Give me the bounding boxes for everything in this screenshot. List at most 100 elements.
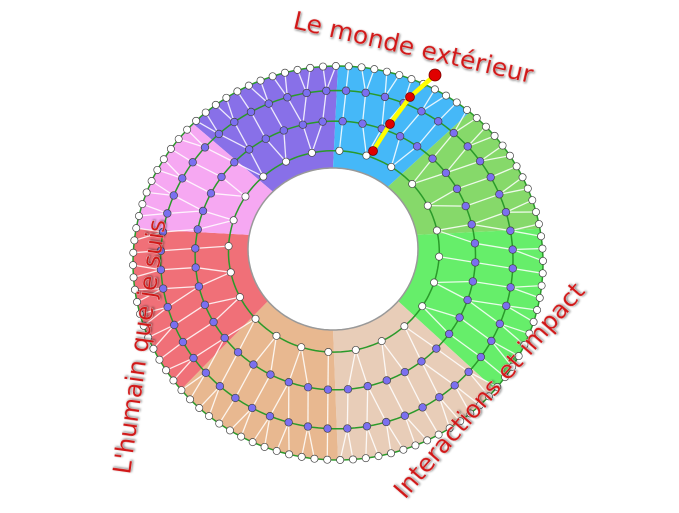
mesh-edge [338,121,344,151]
boundary-node [528,196,537,205]
boundary-node [285,450,294,459]
mesh-edge [384,74,400,98]
boundary-node [537,232,546,241]
mesh-edge [490,340,513,368]
boundary-node [532,208,540,216]
mesh-edge [165,357,194,371]
boundary-node [505,151,514,160]
mesh-node [358,119,367,128]
boundary-node [501,373,510,382]
mesh-edge [136,227,164,233]
mesh-node [261,134,270,143]
mesh-node [188,158,197,167]
mesh-node [508,245,517,254]
mesh-edge [157,169,183,179]
mesh-edge [459,317,492,342]
mesh-node [343,385,353,394]
mesh-edge [361,92,367,124]
mesh-edge [160,266,196,271]
mesh-edge [167,210,204,215]
mesh-node [449,128,458,138]
boundary-node [233,87,242,96]
mesh-node [343,424,352,433]
mesh-node [156,246,165,255]
mesh-node [463,295,472,305]
mesh-edge [360,67,367,93]
boundary-node [195,404,204,412]
mesh-edge [215,104,235,123]
mesh-edge [182,321,214,343]
mesh-edge [321,90,327,122]
mesh-edge [265,138,287,163]
mesh-edge [381,340,406,373]
mesh-edge [202,210,234,221]
mesh-edges [132,65,544,461]
mesh-edge [173,304,206,326]
mesh-edge [224,318,256,339]
mesh-edge [471,211,507,225]
boundary-node [260,442,269,451]
mesh-edge [305,67,311,94]
mesh-node [495,190,504,199]
mesh-edge [250,111,267,140]
mesh-edge [151,180,175,197]
boundary-node [324,348,333,356]
mesh-edge [229,407,253,431]
boundary-node [493,383,502,391]
sector-beige [333,301,495,460]
mesh-edge [142,203,168,215]
boundary-node [166,144,175,153]
boundary-node [144,333,153,342]
mesh-edge [505,199,533,213]
boundary-node [169,376,178,385]
path-line [370,72,438,154]
boundary-node [482,122,490,131]
mesh-node [284,418,293,427]
mesh-node [341,86,351,95]
boundary-node [319,62,327,71]
boundary-node [129,248,138,257]
mesh-edge [143,306,169,327]
mesh-edge [205,112,220,135]
boundary-node [452,98,461,107]
mesh-node [249,360,258,369]
mesh-edge [475,261,513,270]
mesh-edge [269,335,278,375]
mesh-edge [138,212,168,217]
mesh-edge [248,149,264,177]
boundary-node [400,322,409,331]
mesh-node [217,172,226,182]
mesh-node [201,368,211,377]
mesh-edge [467,135,495,148]
mesh-edge [186,129,206,148]
mesh-node [417,357,426,366]
boundary-node [132,224,141,233]
mesh-node [470,239,480,248]
mesh-node [230,158,239,167]
mesh-edge [134,231,164,241]
boundary-node [514,352,523,361]
mesh-node [363,382,372,391]
mesh-edge [453,117,478,134]
mesh-edge [439,256,476,264]
boundary-node [430,85,439,94]
mesh-node [467,220,476,229]
mesh-node [193,225,202,234]
mesh-node [323,424,332,433]
ring-line [227,149,441,353]
boundary-node [395,71,404,79]
mesh-node [191,244,200,253]
mesh-edge [416,120,439,147]
mesh-edge [480,356,506,378]
mesh-edge [132,264,162,271]
mesh-node [361,88,370,97]
mesh-edge [399,110,422,137]
mesh-edge [251,374,272,409]
mesh-edge [510,284,542,289]
mesh-edge [512,267,543,274]
mesh-edge [467,299,501,325]
mesh-node [395,132,405,141]
mesh-node [400,411,409,420]
boundary-node [139,321,148,330]
boundary-node [370,65,379,74]
